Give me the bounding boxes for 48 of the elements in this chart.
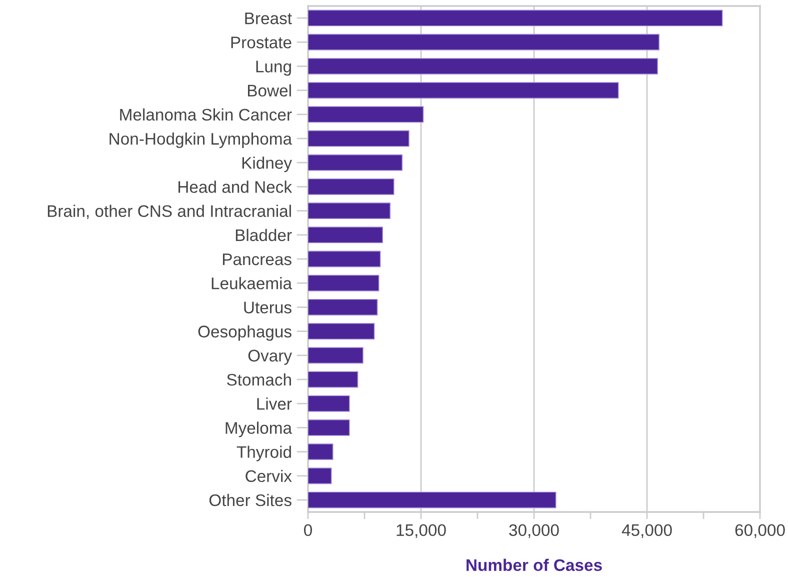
y-tick-label: Pancreas xyxy=(222,254,292,266)
bar xyxy=(308,226,383,244)
y-tick-label: Liver xyxy=(257,398,292,410)
bar xyxy=(308,492,556,508)
bar xyxy=(308,130,410,147)
x-axis-title: Number of Cases xyxy=(466,558,602,572)
bar xyxy=(308,10,723,26)
bar xyxy=(308,58,658,74)
bar xyxy=(308,82,619,99)
y-tick-label: Myeloma xyxy=(226,422,292,438)
bar xyxy=(308,371,358,388)
bar xyxy=(308,298,378,316)
bar xyxy=(308,250,381,268)
y-tick-label: Kidney xyxy=(242,156,292,172)
y-tick-label: Non-Hodgkin Lymphoma xyxy=(110,132,292,148)
bar xyxy=(308,106,424,123)
y-tick-label: Oesophagus xyxy=(198,325,292,341)
bar xyxy=(308,444,334,460)
y-tick-label: Melanoma Skin Cancer xyxy=(120,108,292,121)
bar xyxy=(308,202,391,220)
y-tick-label: Uterus xyxy=(244,302,292,314)
x-tick-label: 30,000 xyxy=(509,524,559,538)
y-tick-label: Other Sites xyxy=(209,494,292,506)
x-tick-label: 15,000 xyxy=(396,524,446,538)
y-tick-label: Head and Neck xyxy=(178,180,292,193)
y-tick-label: Breast xyxy=(245,12,292,24)
x-tick-label: 0 xyxy=(304,524,312,536)
y-tick-label: Cervix xyxy=(246,470,292,482)
y-tick-label: Stomach xyxy=(227,373,291,386)
y-tick-label: Ovary xyxy=(248,350,292,365)
x-tick-label: 45,000 xyxy=(622,524,672,538)
y-tick-label: Leukaemia xyxy=(212,277,292,290)
y-tick-label: Bladder xyxy=(236,228,292,242)
bar xyxy=(308,274,380,292)
bar xyxy=(308,419,350,436)
y-tick-label: Brain, other CNS and Intracranial xyxy=(48,204,291,219)
y-tick-label: Lung xyxy=(256,60,291,76)
bar xyxy=(308,154,403,171)
bar xyxy=(308,468,332,484)
y-tick-label: Thyroid xyxy=(236,446,291,462)
y-tick-label: Prostate xyxy=(231,36,292,48)
bar xyxy=(308,178,394,195)
bar xyxy=(308,323,375,340)
bar xyxy=(308,34,660,50)
bar xyxy=(308,347,364,364)
x-tick-label: 60,000 xyxy=(735,524,785,538)
y-tick-label: Bowel xyxy=(248,84,291,97)
bar xyxy=(308,395,350,412)
